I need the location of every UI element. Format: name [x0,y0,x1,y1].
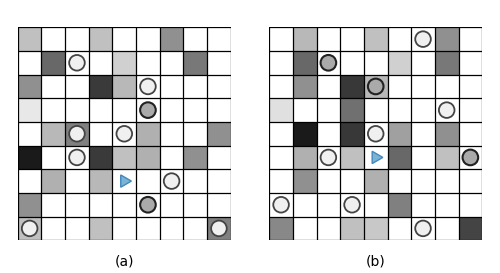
Circle shape [140,79,156,94]
Bar [364,27,388,51]
Circle shape [69,55,85,71]
Bar [435,146,458,169]
Bar [18,98,42,122]
Bar [269,98,293,122]
Circle shape [69,126,85,142]
Circle shape [462,150,478,165]
Bar [435,51,458,75]
Bar [112,75,136,98]
Bar [89,146,112,169]
Bar [18,193,42,216]
Circle shape [140,102,156,118]
Bar [435,27,458,51]
Circle shape [164,173,180,189]
Circle shape [274,197,289,213]
Bar [458,216,482,240]
Circle shape [320,55,336,71]
Bar [136,122,160,146]
Bar [136,146,160,169]
Bar [184,51,207,75]
Circle shape [368,126,384,142]
Circle shape [116,126,132,142]
Bar [89,75,112,98]
Bar [293,51,316,75]
Text: (a): (a) [114,254,134,268]
Circle shape [211,221,226,236]
Bar [112,51,136,75]
Bar [340,98,364,122]
Bar [65,122,89,146]
Bar [340,75,364,98]
Bar [42,122,65,146]
Bar [89,169,112,193]
Bar [388,146,411,169]
Bar [340,122,364,146]
Bar [207,122,231,146]
Bar [207,216,231,240]
Bar [364,216,388,240]
Circle shape [439,102,454,118]
Bar [364,169,388,193]
Bar [269,216,293,240]
Bar [160,27,184,51]
Bar [340,146,364,169]
Bar [18,75,42,98]
Circle shape [22,221,38,236]
Bar [89,27,112,51]
Bar [293,146,316,169]
Bar [364,75,388,98]
Circle shape [344,197,360,213]
Circle shape [415,31,431,47]
Bar [293,75,316,98]
Bar [388,122,411,146]
Bar [18,216,42,240]
Bar [184,146,207,169]
Bar [42,51,65,75]
Bar [293,122,316,146]
Bar [340,216,364,240]
Circle shape [320,150,336,165]
Bar [293,27,316,51]
Circle shape [69,150,85,165]
Circle shape [415,221,431,236]
Bar [18,146,42,169]
Bar [42,169,65,193]
Bar [293,169,316,193]
Bar [18,27,42,51]
Bar [388,193,411,216]
Text: (b): (b) [366,254,386,268]
Circle shape [368,79,384,94]
Bar [435,122,458,146]
Bar [388,51,411,75]
Circle shape [140,197,156,213]
Bar [89,216,112,240]
Bar [112,146,136,169]
